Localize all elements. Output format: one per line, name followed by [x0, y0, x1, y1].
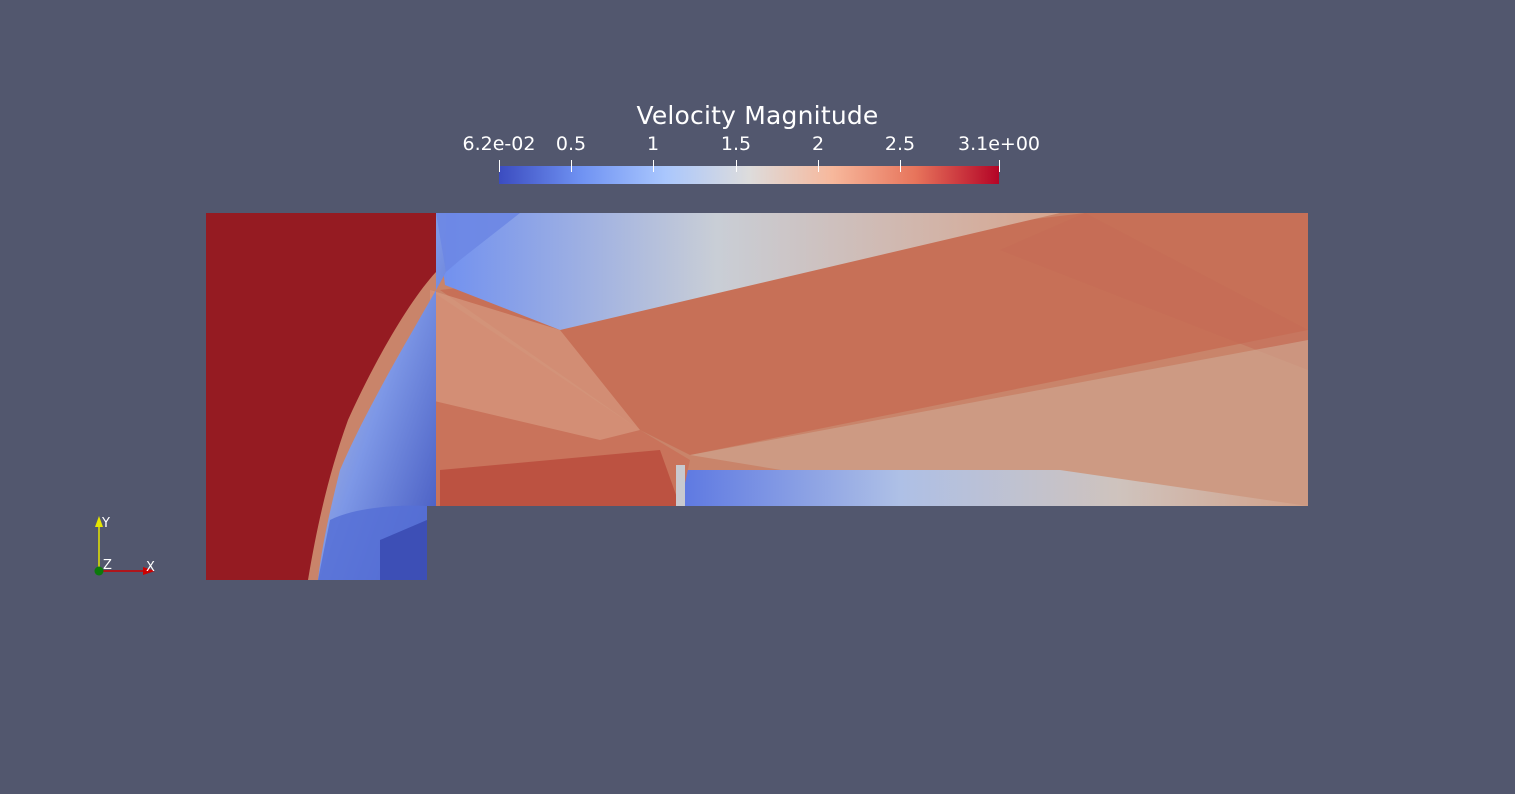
colorbar-tick-label: 1.5: [720, 133, 752, 155]
x-axis-label: X: [146, 560, 155, 575]
colorbar-tick-mark: [999, 160, 1000, 172]
z-axis-dot-icon: [94, 566, 104, 576]
colorbar-tick-label: 2: [811, 133, 825, 155]
colorbar-tick-mark: [571, 160, 572, 172]
y-axis-label: Y: [101, 516, 110, 531]
colorbar-gradient: [499, 166, 999, 184]
x-axis-arrow-icon: [143, 567, 155, 575]
y-axis-arrow-icon: [95, 516, 103, 527]
colorbar-tick-label: 2.5: [884, 133, 916, 155]
orientation-axes-widget: Y X Z: [94, 516, 155, 576]
colorbar-tick-mark: [499, 160, 500, 172]
colorbar-tick-label: 6.2e-02: [462, 133, 536, 155]
colorbar-tick-mark: [900, 160, 901, 172]
colorbar-tick-mark: [818, 160, 819, 172]
colorbar-tick-mark: [736, 160, 737, 172]
colorbar-tick-label: 1: [646, 133, 660, 155]
colorbar-tick-label: 0.5: [555, 133, 587, 155]
colorbar-tick-label: 3.1e+00: [957, 133, 1041, 155]
z-axis-label: Z: [103, 558, 112, 573]
colorbar-tick-mark: [653, 160, 654, 172]
colorbar-title: Velocity Magnitude: [636, 101, 879, 130]
velocity-field: [206, 213, 1308, 580]
